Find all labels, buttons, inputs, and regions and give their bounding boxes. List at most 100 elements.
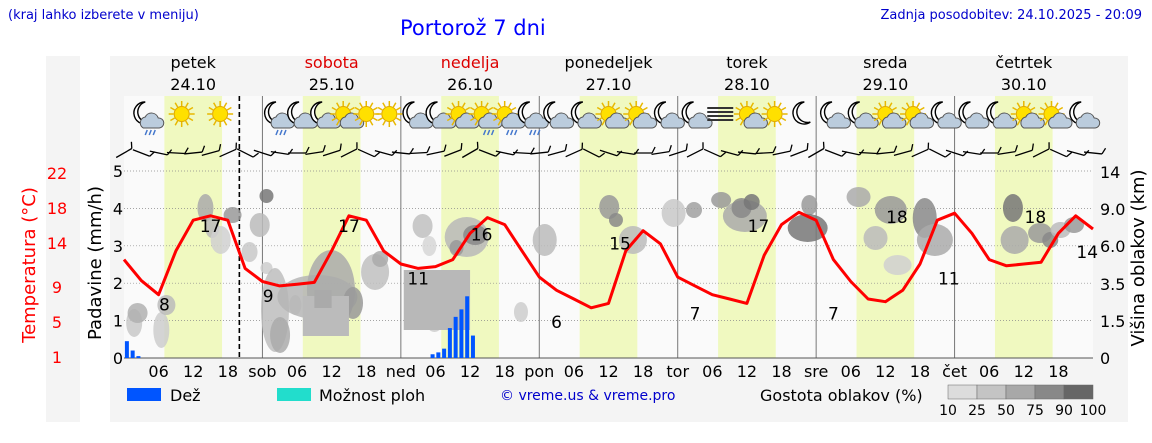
cloud-density-blob (153, 312, 170, 348)
temperature-tick: 14 (47, 234, 67, 253)
rain-tick: 2 (113, 274, 123, 293)
cloud-density-blob (157, 295, 176, 315)
x-tick-label: 18 (1048, 362, 1068, 381)
rain-bar (459, 309, 464, 358)
moon-cloud-icon (1069, 101, 1101, 129)
cloud-density-blob (449, 240, 464, 256)
legend-density-level: 10 (939, 403, 957, 419)
legend-storm-swatch (277, 388, 311, 401)
cloud-density-blob (686, 202, 702, 218)
rain-bars (124, 296, 475, 358)
temperature-tick: 22 (47, 164, 67, 183)
moon-cloud-icon (543, 101, 575, 129)
x-tick-label: 12 (460, 362, 480, 381)
moon-rain-icon (517, 101, 549, 136)
x-tick-day-label: sre (804, 362, 828, 381)
daylight-band (579, 96, 638, 358)
temperature-label: 16 (471, 226, 493, 246)
x-tick-label: 06 (979, 362, 999, 381)
rain-bar (447, 328, 452, 358)
wind-barb (461, 141, 479, 159)
x-tick-label: 12 (598, 362, 618, 381)
temperature-tick: 1 (52, 348, 62, 367)
cloud-height-tick: 9.0 (1100, 200, 1125, 219)
rain-bar (130, 350, 135, 358)
x-tick-label: 12 (1014, 362, 1034, 381)
cloud-density-blob (210, 226, 231, 254)
wind-barb (808, 141, 825, 159)
wind-barb (1032, 142, 1050, 158)
wind-barb (668, 143, 688, 157)
cloud-density-blob (874, 196, 907, 224)
cloud-density-blob (412, 214, 433, 238)
temperature-tick: 5 (52, 313, 62, 332)
copyright-link[interactable]: © vreme.us & vreme.pro (500, 388, 676, 404)
wind-barb (790, 143, 809, 157)
day-name: sobota (305, 53, 359, 72)
wind-barb (236, 148, 259, 158)
cloud-density-blob (241, 242, 258, 262)
wind-barb (755, 146, 777, 155)
temperature-tick: 18 (47, 199, 67, 218)
x-tick-label: 18 (494, 362, 514, 381)
x-tick-label: 18 (633, 362, 653, 381)
cloud-height-tick: 0 (1100, 349, 1110, 368)
x-tick-label: 18 (771, 362, 791, 381)
day-date: 24.10 (170, 75, 216, 94)
legend-density-swatch (976, 384, 1007, 400)
moon-rain-icon (263, 101, 295, 136)
cloud-density-blob (372, 251, 389, 267)
wind-barb (686, 142, 704, 158)
rain-tick: 4 (113, 199, 123, 218)
wind-barb (340, 142, 358, 158)
cloud-density-layer (126, 187, 1084, 353)
x-tick-label: 18 (356, 362, 376, 381)
sun-cloud-icon (1010, 101, 1045, 129)
moon-cloud-icon (570, 101, 602, 129)
wind-barb (980, 146, 1002, 154)
sun-cloud-icon (900, 101, 935, 129)
moon-rain-icon (133, 101, 165, 136)
legend-density-level: 90 (1055, 403, 1073, 419)
x-tick-day-label: tor (666, 362, 689, 381)
wind-barb (444, 143, 463, 157)
x-tick-label: 06 (841, 362, 861, 381)
wind-barb (634, 146, 656, 154)
wind-barb (928, 148, 952, 158)
rain-tick: 1 (113, 312, 123, 331)
rain-bar (136, 356, 141, 358)
wind-barb (911, 142, 930, 158)
menu-hint[interactable]: (kraj lahko izberete v meniju) (8, 8, 199, 23)
cloud-density-blob (711, 192, 732, 208)
sun-cloud-icon (733, 101, 768, 129)
temperature-label: 8 (159, 296, 170, 316)
legend-density-label: Gostota oblakov (%) (760, 386, 923, 405)
wind-barb (859, 147, 881, 155)
moon-cloud-icon (287, 101, 319, 129)
legend-density-level: 50 (997, 403, 1015, 419)
wind-barb (703, 148, 727, 158)
legend-density-level: 100 (1080, 403, 1107, 419)
x-tick-day-label: sob (248, 362, 276, 381)
wind-barb (184, 145, 206, 155)
day-name: četrtek (995, 53, 1053, 72)
cloud-density-block (403, 270, 471, 330)
day-date: 30.10 (1001, 75, 1047, 94)
rain-bar (442, 348, 447, 358)
x-tick-label: 06 (148, 362, 168, 381)
temperature-label: 7 (690, 304, 701, 324)
day-name: torek (726, 53, 768, 72)
temperature-label: 11 (938, 269, 960, 289)
x-tick-label: 12 (183, 362, 203, 381)
rain-tick: 3 (113, 237, 123, 256)
wind-barb (115, 141, 133, 159)
wind-barb (288, 146, 310, 154)
x-tick-day-label: čet (942, 362, 967, 381)
x-tick-label: 18 (910, 362, 930, 381)
legend-storm-label: Možnost ploh (319, 386, 425, 405)
wind-barb (565, 142, 584, 158)
x-tick-label: 06 (425, 362, 445, 381)
rain-bar (465, 296, 470, 358)
wind-barb (322, 143, 342, 157)
x-tick-label: 06 (287, 362, 307, 381)
